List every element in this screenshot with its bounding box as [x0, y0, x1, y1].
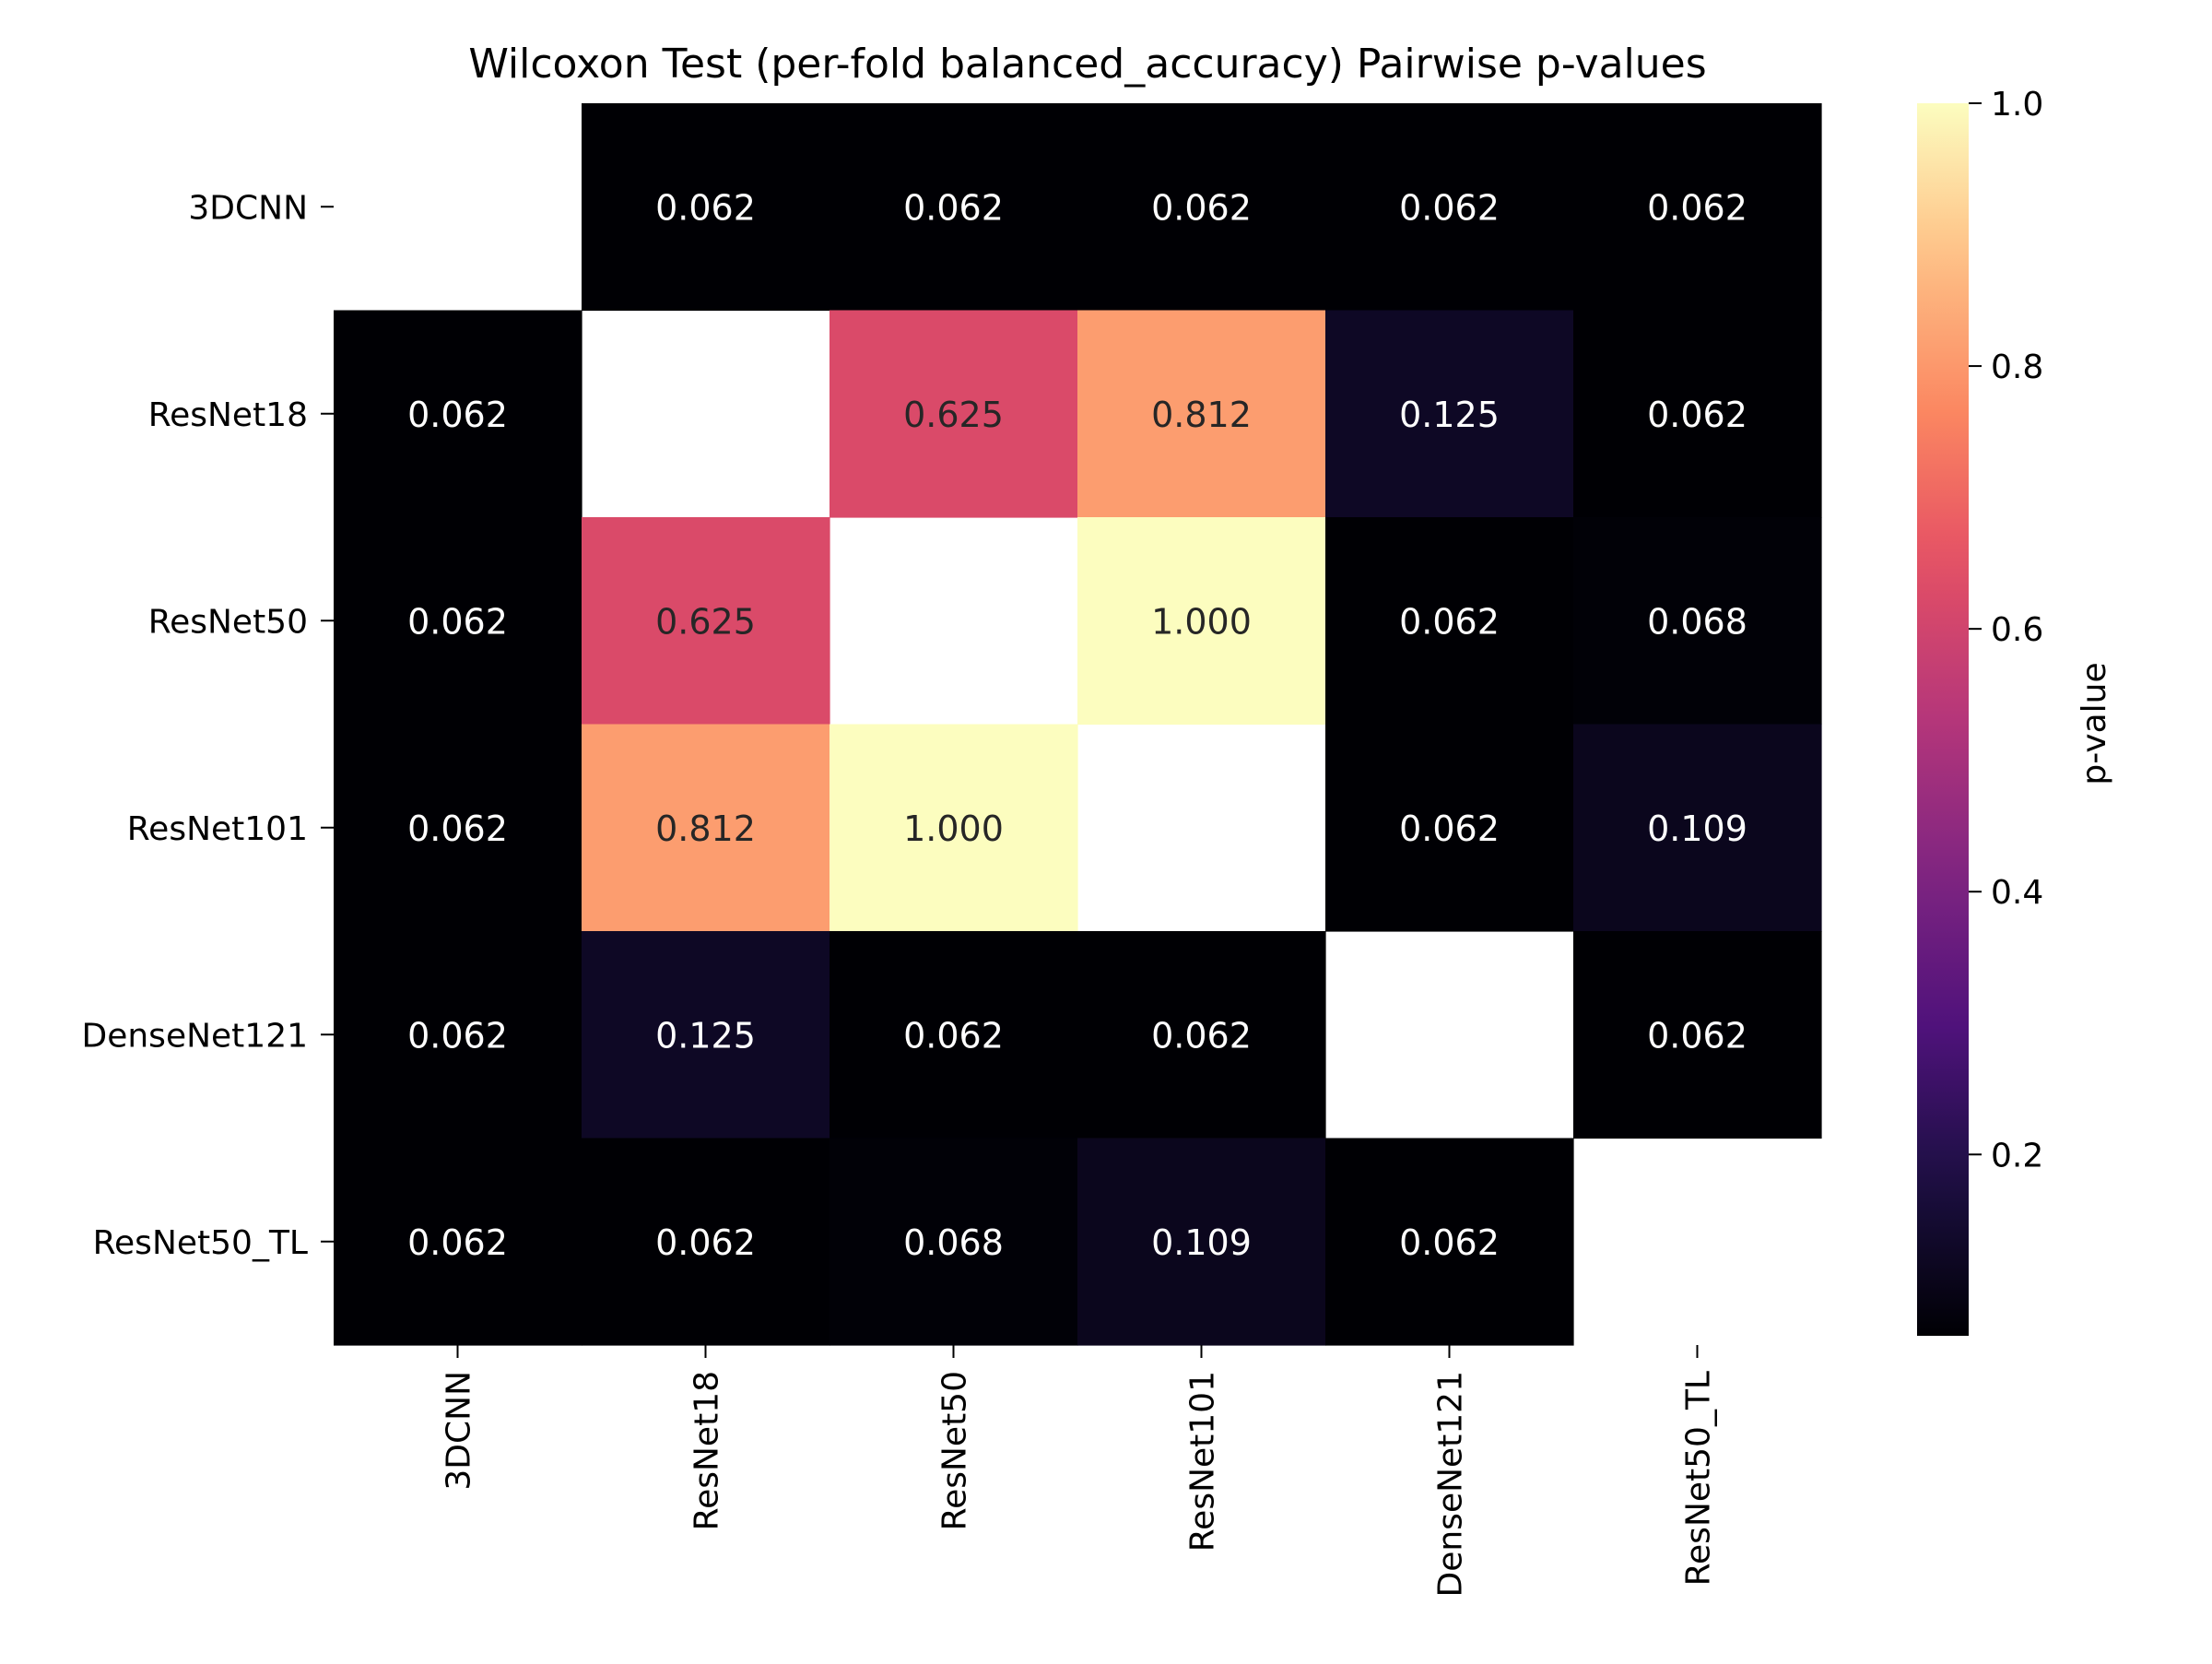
colorbar-tick-label: 0.4 — [1991, 874, 2043, 912]
y-tick-label: ResNet50_TL — [93, 1224, 308, 1262]
x-tick-label: ResNet50_TL — [1680, 1371, 1718, 1586]
heatmap-cell — [1077, 103, 1326, 312]
y-tick-label: ResNet50 — [148, 603, 308, 641]
colorbar-tick-label: 0.6 — [1991, 611, 2043, 649]
y-axis: 3DCNN ResNet18 ResNet50 ResNet101 DenseNet12… — [82, 189, 334, 1262]
heatmap-cell — [1325, 517, 1574, 726]
heatmap-cell — [830, 310, 1078, 518]
heatmap-cell — [1325, 724, 1574, 932]
heatmap-cell — [582, 724, 830, 932]
heatmap-cell — [1077, 310, 1326, 518]
heatmap-cell — [334, 724, 582, 932]
colorbar: 0.2 0.4 0.6 0.8 1.0 — [1917, 86, 2043, 1336]
heatmap-cell — [334, 931, 582, 1139]
cell-value-label: 0.068 — [903, 1222, 1004, 1263]
cell-value-label: 0.109 — [1151, 1222, 1252, 1263]
cell-value-label: 0.062 — [407, 601, 508, 642]
heatmap-cell — [1077, 931, 1326, 1139]
x-tick-label: 3DCNN — [441, 1371, 478, 1491]
heatmap-cell — [1325, 1138, 1574, 1346]
heatmap-cell — [582, 931, 830, 1139]
cell-value-label: 0.062 — [407, 1015, 508, 1056]
y-tick-label: 3DCNN — [188, 189, 308, 227]
cell-value-label: 0.062 — [655, 1222, 756, 1263]
heatmap-cell — [334, 1138, 582, 1346]
cell-value-label: 0.109 — [1647, 808, 1747, 849]
x-tick-label: ResNet101 — [1184, 1371, 1222, 1552]
cell-value-label: 0.062 — [1151, 187, 1252, 228]
y-tick-label: DenseNet121 — [82, 1017, 309, 1055]
x-tick-label: DenseNet121 — [1432, 1371, 1470, 1598]
cell-value-label: 0.625 — [655, 601, 756, 642]
cell-value-label: 0.062 — [1151, 1015, 1252, 1056]
heatmap-cell — [334, 310, 582, 518]
cell-value-label: 0.062 — [655, 187, 756, 228]
colorbar-tick-label: 0.8 — [1991, 348, 2043, 386]
y-tick-label: ResNet18 — [148, 396, 308, 434]
heatmap-cell — [830, 103, 1078, 312]
heatmap-cell — [830, 931, 1078, 1139]
cell-value-label: 0.062 — [1399, 808, 1500, 849]
cell-value-label: 0.062 — [407, 395, 508, 435]
cell-value-label: 0.125 — [1399, 395, 1500, 435]
cell-value-label: 0.812 — [655, 808, 756, 849]
cell-value-label: 0.062 — [903, 1015, 1004, 1056]
heatmap-cell — [1573, 517, 1822, 726]
colorbar-gradient — [1917, 103, 1969, 1336]
cell-value-label: 0.812 — [1151, 395, 1252, 435]
heatmap-cell — [334, 517, 582, 726]
cell-value-label: 0.062 — [1647, 187, 1747, 228]
y-tick-label: ResNet101 — [127, 810, 308, 848]
heatmap-cell — [582, 517, 830, 726]
heatmap-cell — [1077, 1138, 1326, 1346]
heatmap-cell — [1573, 103, 1822, 312]
heatmap-cells: 0.062 0.062 0.062 0.062 0.062 0.062 0.625 0.812… — [334, 103, 1822, 1346]
heatmap-cell — [830, 724, 1078, 932]
cell-value-label: 0.125 — [655, 1015, 756, 1056]
colorbar-label: p-value — [2076, 662, 2113, 785]
cell-value-label: 0.062 — [1399, 187, 1500, 228]
cell-value-label: 0.062 — [1647, 395, 1747, 435]
x-tick-label: ResNet50 — [936, 1371, 974, 1530]
heatmap-cell — [582, 1138, 830, 1346]
x-axis: 3DCNN ResNet18 ResNet50 ResNet101 DenseNet12… — [441, 1345, 1718, 1598]
cell-value-label: 0.068 — [1647, 601, 1747, 642]
chart-title: Wilcoxon Test (per-fold balanced_accurac… — [468, 41, 1706, 88]
heatmap-cell — [1573, 931, 1822, 1139]
cell-value-label: 0.625 — [903, 395, 1004, 435]
x-tick-label: ResNet18 — [688, 1371, 726, 1530]
colorbar-tick-label: 1.0 — [1991, 86, 2043, 124]
heatmap-cell — [1573, 310, 1822, 518]
heatmap-cell — [582, 103, 830, 312]
cell-value-label: 0.062 — [407, 808, 508, 849]
cell-value-label: 1.000 — [903, 808, 1004, 849]
heatmap-cell — [1325, 103, 1574, 312]
cell-value-label: 0.062 — [1647, 1015, 1747, 1056]
heatmap-cell — [1325, 310, 1574, 518]
cell-value-label: 1.000 — [1151, 601, 1252, 642]
cell-value-label: 0.062 — [903, 187, 1004, 228]
heatmap-cell — [1573, 724, 1822, 932]
cell-value-label: 0.062 — [407, 1222, 508, 1263]
colorbar-tick-label: 0.2 — [1991, 1137, 2043, 1174]
cell-value-label: 0.062 — [1399, 1222, 1500, 1263]
heatmap-cell — [830, 1138, 1078, 1346]
cell-value-label: 0.062 — [1399, 601, 1500, 642]
heatmap-cell — [1077, 517, 1326, 726]
